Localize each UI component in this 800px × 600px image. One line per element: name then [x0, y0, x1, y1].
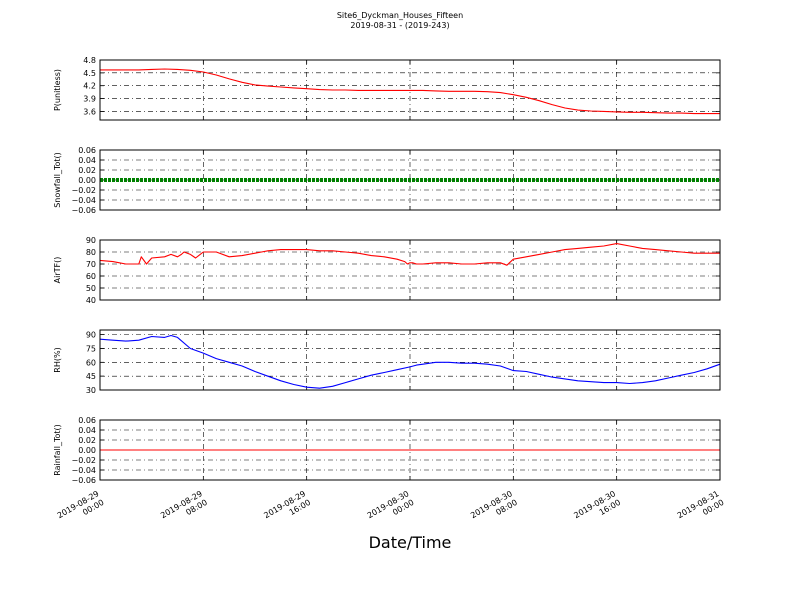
panel-frame — [99, 149, 721, 211]
y-tick-label: 0.00 — [78, 446, 96, 455]
series-line-3 — [99, 243, 720, 266]
y-tick-label: 60 — [86, 358, 96, 367]
y-axis-label: RH(%) — [53, 347, 62, 372]
panel-frame — [99, 419, 721, 481]
y-tick-label: −0.02 — [71, 456, 96, 465]
series-line-4 — [99, 334, 721, 389]
y-tick-label: 0.02 — [78, 436, 96, 445]
y-tick-label: 4.5 — [83, 69, 96, 78]
y-tick-label: 0.06 — [78, 146, 96, 155]
y-tick-label: 0.00 — [78, 176, 96, 185]
y-tick-label: 80 — [86, 248, 96, 257]
y-axis-label: P(unitless) — [53, 69, 62, 111]
y-tick-label: 4.2 — [83, 82, 96, 91]
y-tick-label: 3.6 — [83, 107, 96, 116]
y-tick-label: −0.06 — [71, 206, 96, 215]
y-tick-label: 50 — [86, 284, 96, 293]
y-tick-label: −0.04 — [71, 196, 96, 205]
chart-subtitle: 2019-08-31 - (2019-243) — [350, 21, 450, 30]
y-tick-label: 90 — [86, 236, 96, 245]
chart-panel-4: 90 75 60 45 30 RH(%) — [53, 329, 721, 395]
chart-panel-2: 0.060.040.020.00−0.02−0.04−0.06 Snowfall_… — [53, 146, 721, 215]
y-tick-label: 75 — [86, 344, 96, 353]
y-tick-label: 90 — [86, 331, 96, 340]
y-tick-label: 45 — [86, 372, 96, 381]
y-tick-label: −0.04 — [71, 466, 96, 475]
y-tick-label: 0.02 — [78, 166, 96, 175]
y-tick-label: 30 — [86, 386, 96, 395]
y-tick-label: −0.06 — [71, 476, 96, 485]
y-tick-label: 40 — [86, 296, 96, 305]
chart-panel-5: 0.060.040.020.00−0.02−0.04−0.06 Rainfall_… — [53, 416, 721, 485]
y-tick-label: 0.04 — [78, 426, 96, 435]
panel-frame — [99, 59, 721, 121]
y-axis-label: AirTF() — [53, 257, 62, 284]
series-line-1 — [100, 68, 720, 115]
y-tick-label: 60 — [86, 272, 96, 281]
y-tick-label: 70 — [86, 260, 96, 269]
x-axis-label: Date/Time — [368, 533, 452, 552]
y-tick-label: 3.9 — [83, 95, 96, 104]
chart-panel-1: 4.8 4.5 4.2 3.9 3.6 P(unitless) — [53, 56, 721, 121]
y-tick-label: −0.02 — [71, 186, 96, 195]
y-tick-label: 0.04 — [78, 156, 96, 165]
y-axis-label: Rainfall_Tot() — [53, 424, 62, 476]
panel-frame — [99, 329, 721, 391]
y-tick-label: 4.8 — [83, 56, 96, 65]
chart-title: Site6_Dyckman_Houses_Fifteen — [336, 11, 464, 20]
y-tick-label: 0.06 — [78, 416, 96, 425]
panel-frame — [99, 239, 721, 301]
y-axis-label: Snowfall_Tot() — [53, 152, 62, 208]
chart-panel-3: 90 80 70 60 50 40 AirTF() — [53, 236, 721, 305]
